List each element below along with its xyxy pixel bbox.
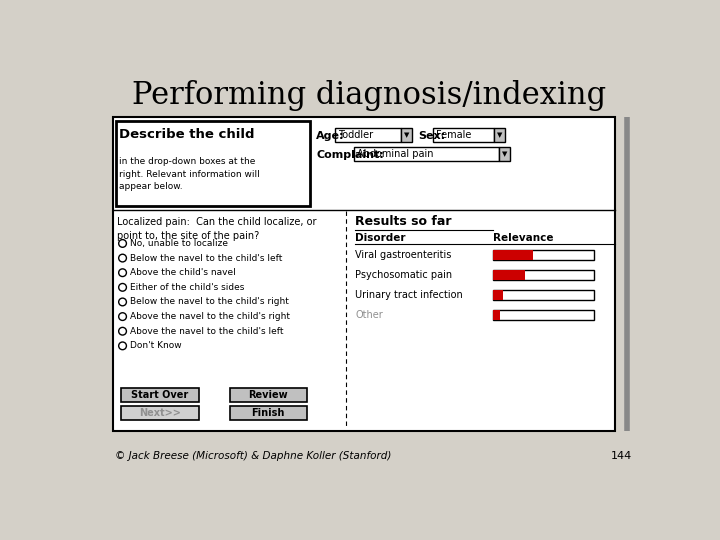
- Bar: [433, 128, 494, 142]
- Text: Age:: Age:: [316, 131, 345, 140]
- Text: Disorder: Disorder: [355, 233, 405, 242]
- Text: in the drop-down boxes at the
right. Relevant information will
appear below.: in the drop-down boxes at the right. Rel…: [120, 157, 260, 191]
- Bar: [121, 388, 199, 402]
- Text: Above the child's navel: Above the child's navel: [130, 268, 236, 277]
- Text: 144: 144: [611, 451, 632, 461]
- Bar: [230, 388, 307, 402]
- Text: Psychosomatic pain: Psychosomatic pain: [355, 269, 452, 280]
- Text: ▼: ▼: [403, 132, 409, 138]
- Text: Above the navel to the child's left: Above the navel to the child's left: [130, 327, 284, 336]
- Text: Abdominal pain: Abdominal pain: [356, 149, 433, 159]
- Bar: [493, 289, 594, 300]
- Bar: [493, 309, 500, 320]
- Text: Finish: Finish: [251, 408, 285, 418]
- Text: Below the navel to the child's right: Below the navel to the child's right: [130, 298, 289, 307]
- Bar: [493, 269, 526, 280]
- Bar: [499, 147, 510, 161]
- Bar: [493, 249, 534, 260]
- Bar: [493, 269, 594, 280]
- Text: Viral gastroenteritis: Viral gastroenteritis: [355, 249, 451, 260]
- Bar: [493, 289, 503, 300]
- Text: Review: Review: [248, 390, 288, 400]
- Text: Next>>: Next>>: [139, 408, 181, 418]
- Bar: [493, 249, 594, 260]
- Text: Urinary tract infection: Urinary tract infection: [355, 289, 463, 300]
- Text: Localized pain:  Can the child localize, or
point to, the site of the pain?: Localized pain: Can the child localize, …: [117, 217, 317, 241]
- Text: ▼: ▼: [502, 151, 508, 157]
- Text: Toddler: Toddler: [338, 130, 373, 140]
- Text: Complaint:: Complaint:: [316, 150, 384, 160]
- Text: © Jack Breese (Microsoft) & Daphne Koller (Stanford): © Jack Breese (Microsoft) & Daphne Kolle…: [114, 451, 391, 461]
- Text: Results so far: Results so far: [355, 215, 451, 228]
- Text: Relevance: Relevance: [493, 233, 554, 242]
- Bar: [401, 128, 412, 142]
- Text: Below the navel to the child's left: Below the navel to the child's left: [130, 254, 283, 262]
- Text: Describe the child: Describe the child: [120, 127, 255, 140]
- Text: Female: Female: [436, 130, 472, 140]
- Bar: [493, 309, 594, 320]
- Bar: [113, 117, 616, 431]
- Bar: [354, 147, 499, 161]
- Text: Performing diagnosis/indexing: Performing diagnosis/indexing: [132, 80, 606, 111]
- Text: Either of the child's sides: Either of the child's sides: [130, 283, 245, 292]
- Text: Above the navel to the child's right: Above the navel to the child's right: [130, 312, 290, 321]
- Text: ▼: ▼: [497, 132, 502, 138]
- Text: No, unable to localize: No, unable to localize: [130, 239, 228, 248]
- Bar: [117, 121, 310, 206]
- Text: Don't Know: Don't Know: [130, 341, 182, 350]
- Bar: [121, 406, 199, 420]
- Text: Other: Other: [355, 309, 383, 320]
- Text: Start Over: Start Over: [131, 390, 189, 400]
- Bar: [230, 406, 307, 420]
- Text: Sex:: Sex:: [418, 131, 446, 140]
- Bar: [494, 128, 505, 142]
- Bar: [335, 128, 401, 142]
